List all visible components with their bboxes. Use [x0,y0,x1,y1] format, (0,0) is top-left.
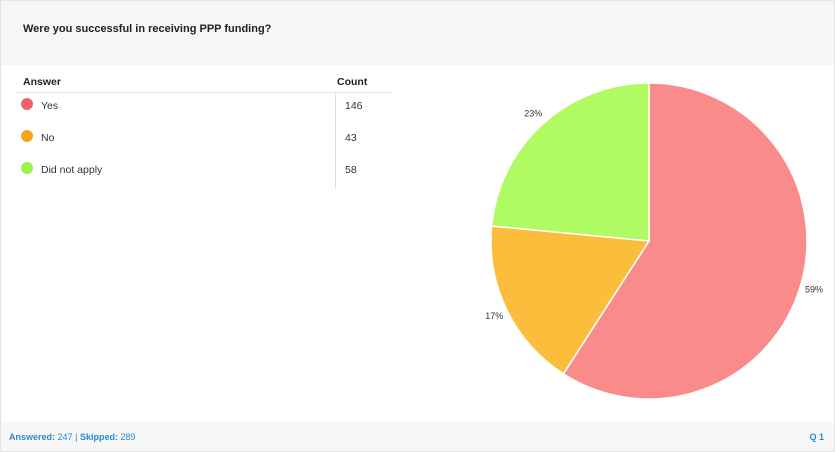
stats-separator: | [75,432,78,442]
summary-footer: Answered: 247 | Skipped: 289 Q 1 [1,422,834,451]
pie-slice[interactable] [490,82,650,242]
skipped-label: Skipped: [79,432,118,442]
legend-dot [21,98,33,110]
answer-label: No [41,132,55,144]
pie-chart-container: 59% 17% 23% [471,71,831,411]
answer-rows: Yes 146 No 43 Did not apply 58 [17,93,391,189]
pie-chart: 59% 17% 23% [485,82,823,400]
count-column-header: Count [337,76,368,88]
answer-row: No 43 [17,125,391,157]
answer-row: Yes 146 [17,93,391,125]
count-column-divider [335,93,336,189]
answer-count: 43 [345,132,357,144]
question-header: Were you successful in receiving PPP fun… [1,1,834,65]
pie-slice[interactable] [562,82,808,400]
answered-label: Answered: [9,432,56,442]
answer-column-header: Answer [23,76,61,88]
answer-count: 146 [345,100,363,112]
answer-label: Yes [41,100,59,112]
answered-count: 247 [57,432,73,442]
slice-percent-label: 17% [485,311,503,321]
answer-row: Did not apply 58 [17,157,391,189]
answer-label: Did not apply [41,164,103,176]
slice-percent-label: 59% [805,285,823,295]
table-header: Answer Count [17,73,391,93]
skipped-count: 289 [120,432,136,442]
answer-table: Answer Count Yes 146 No 43 Did not apply 58 [17,73,391,189]
legend-dot [21,130,33,142]
question-number[interactable]: Q 1 [809,432,824,442]
slice-percent-label: 23% [524,109,542,119]
legend-dot [21,162,33,174]
pie-slice[interactable] [490,225,651,375]
question-title: Were you successful in receiving PPP fun… [23,23,272,35]
response-stats: Answered: 247 | Skipped: 289 [9,432,136,442]
answer-count: 58 [345,164,357,176]
